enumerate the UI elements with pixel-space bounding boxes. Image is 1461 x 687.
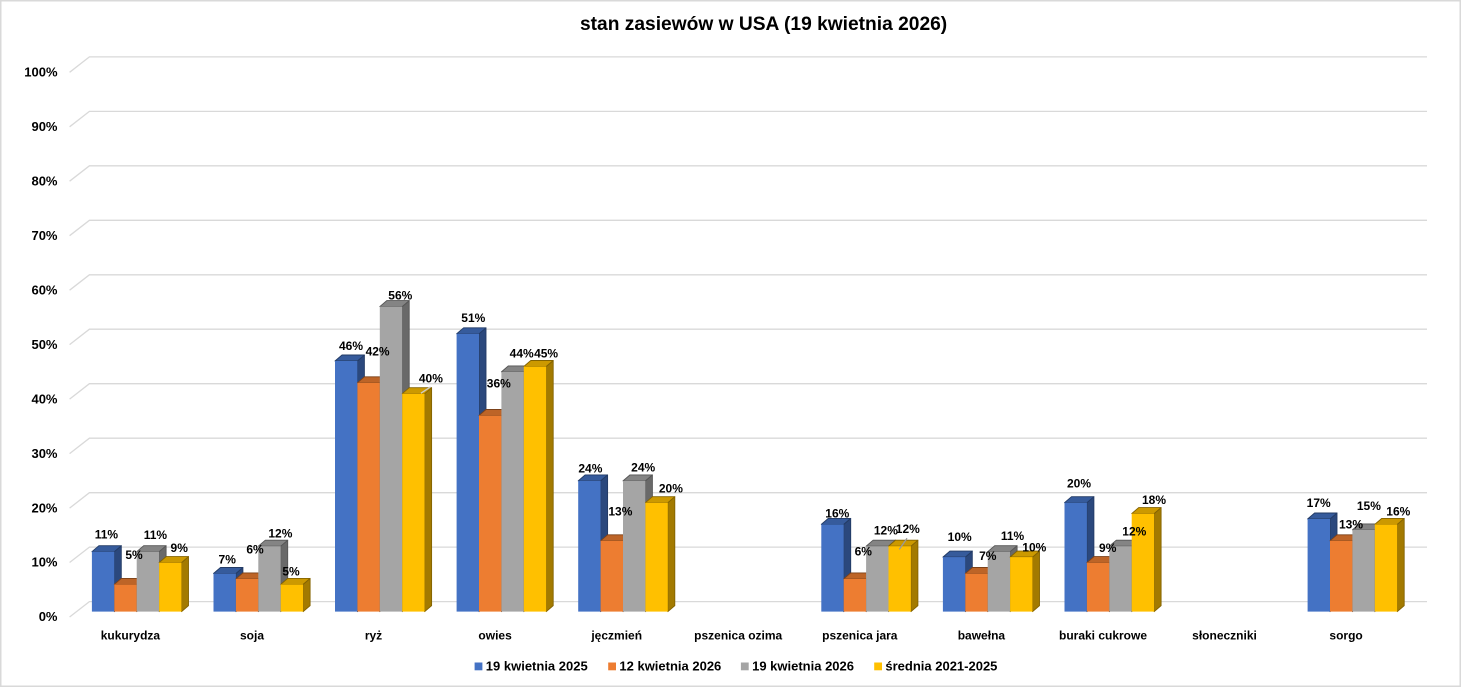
svg-text:średnia 2021-2025: średnia 2021-2025 (885, 659, 997, 674)
svg-text:16%: 16% (1386, 505, 1410, 519)
svg-text:11%: 11% (144, 528, 168, 542)
svg-text:pszenica ozima: pszenica ozima (694, 629, 782, 643)
svg-text:24%: 24% (578, 462, 602, 476)
svg-text:11%: 11% (1001, 529, 1025, 543)
svg-text:46%: 46% (339, 339, 363, 353)
svg-text:0%: 0% (39, 609, 58, 624)
svg-text:20%: 20% (31, 500, 57, 515)
svg-text:9%: 9% (171, 541, 189, 555)
svg-text:kukurydza: kukurydza (101, 629, 161, 643)
svg-text:70%: 70% (31, 228, 57, 243)
svg-text:12%: 12% (874, 524, 898, 538)
svg-text:40%: 40% (419, 372, 443, 386)
svg-text:56%: 56% (388, 289, 412, 303)
svg-text:9%: 9% (1099, 541, 1117, 555)
svg-text:11%: 11% (95, 527, 119, 541)
svg-text:bawełna: bawełna (958, 629, 1006, 643)
svg-text:15%: 15% (1357, 499, 1381, 513)
svg-text:16%: 16% (825, 507, 849, 521)
svg-text:19 kwietnia 2025: 19 kwietnia 2025 (486, 659, 588, 674)
svg-text:słoneczniki: słoneczniki (1192, 629, 1257, 643)
svg-text:10%: 10% (948, 530, 972, 544)
svg-text:42%: 42% (366, 345, 390, 359)
svg-text:20%: 20% (1067, 477, 1091, 491)
svg-text:stan zasiewów w USA (19 kwietn: stan zasiewów w USA (19 kwietnia 2026) (580, 14, 947, 35)
svg-text:100%: 100% (24, 65, 58, 80)
svg-text:90%: 90% (31, 119, 57, 134)
svg-text:12%: 12% (268, 527, 292, 541)
svg-text:17%: 17% (1307, 496, 1331, 510)
svg-text:24%: 24% (631, 461, 655, 475)
svg-text:7%: 7% (219, 553, 237, 567)
svg-text:sorgo: sorgo (1329, 629, 1362, 643)
svg-text:13%: 13% (608, 505, 632, 519)
svg-text:45%: 45% (534, 347, 558, 361)
svg-text:ryż: ryż (365, 629, 382, 643)
svg-text:51%: 51% (461, 311, 485, 325)
svg-text:50%: 50% (31, 337, 57, 352)
svg-text:18%: 18% (1142, 493, 1166, 507)
svg-text:13%: 13% (1339, 518, 1363, 532)
svg-text:10%: 10% (1022, 541, 1046, 555)
svg-text:20%: 20% (659, 481, 683, 495)
svg-text:40%: 40% (31, 391, 57, 406)
svg-text:12%: 12% (1122, 525, 1146, 539)
svg-text:6%: 6% (855, 545, 873, 559)
svg-text:7%: 7% (979, 549, 997, 563)
svg-text:44%: 44% (510, 347, 534, 361)
svg-text:36%: 36% (487, 376, 511, 390)
svg-text:5%: 5% (125, 548, 143, 562)
svg-text:19 kwietnia 2026: 19 kwietnia 2026 (752, 659, 854, 674)
svg-text:soja: soja (240, 629, 264, 643)
svg-text:10%: 10% (31, 555, 57, 570)
svg-text:6%: 6% (246, 543, 264, 557)
svg-text:12%: 12% (896, 522, 920, 536)
svg-text:buraki cukrowe: buraki cukrowe (1059, 629, 1147, 643)
svg-text:30%: 30% (31, 446, 57, 461)
svg-text:12 kwietnia 2026: 12 kwietnia 2026 (619, 659, 721, 674)
svg-text:60%: 60% (31, 282, 57, 297)
svg-text:jęczmień: jęczmień (590, 629, 642, 643)
svg-text:pszenica jara: pszenica jara (822, 629, 898, 643)
svg-text:5%: 5% (282, 565, 300, 579)
svg-text:owies: owies (478, 629, 512, 643)
svg-text:80%: 80% (31, 173, 57, 188)
